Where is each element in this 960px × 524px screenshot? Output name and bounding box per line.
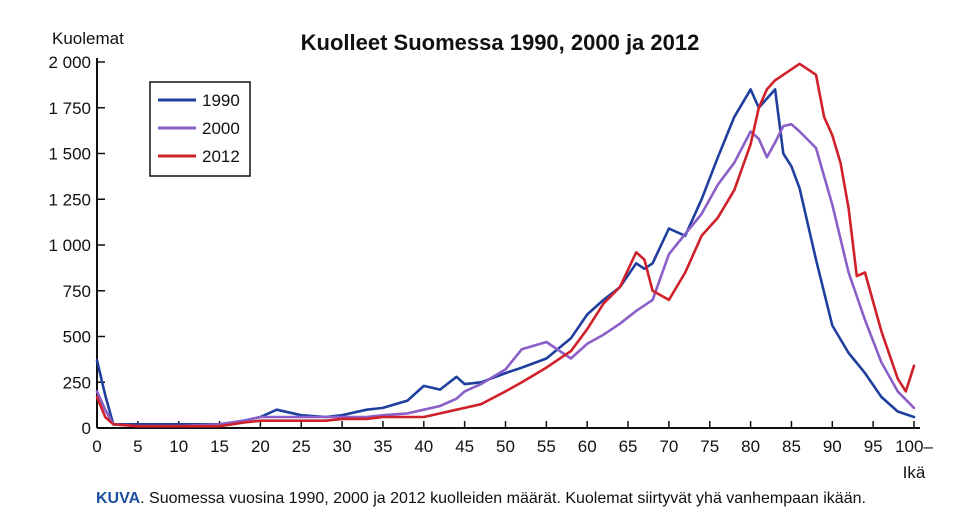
series-line-1990 — [95, 88, 916, 426]
x-tick-label: 85 — [782, 437, 801, 456]
x-tick-label: 55 — [537, 437, 556, 456]
legend-label-2000: 2000 — [202, 119, 240, 138]
y-tick-label: 1 250 — [48, 190, 91, 209]
y-tick-label: 1 500 — [48, 145, 91, 164]
x-tick-label: 30 — [333, 437, 352, 456]
caption-label: KUVA — [96, 490, 141, 507]
x-tick-label: 15 — [210, 437, 229, 456]
x-tick-label: 75 — [700, 437, 719, 456]
x-tick-label: 95 — [864, 437, 883, 456]
x-tick-label: 70 — [659, 437, 678, 456]
x-tick-label: 50 — [496, 437, 515, 456]
x-tick-label: 0 — [92, 437, 101, 456]
series-line-2000 — [95, 122, 916, 428]
legend-label-2012: 2012 — [202, 147, 240, 166]
x-tick-label: 5 — [133, 437, 142, 456]
x-tick-label: 45 — [455, 437, 474, 456]
legend-box — [149, 81, 251, 177]
x-tick-label: 65 — [619, 437, 638, 456]
y-ticks: 0 250 500 750 1 000 1 250 1 500 1 750 2 000 — [48, 53, 105, 438]
x-tick-label: 90 — [823, 437, 842, 456]
x-tick-label: 25 — [292, 437, 311, 456]
x-tick-label: 10 — [169, 437, 188, 456]
caption-text: . Suomessa vuosina 1990, 2000 ja 2012 ku… — [140, 490, 866, 507]
y-tick-label: 2 000 — [48, 53, 91, 72]
y-tick-label: 1 000 — [48, 236, 91, 255]
chart-title: Kuolleet Suomessa 1990, 2000 ja 2012 — [301, 30, 700, 55]
y-tick-label: 250 — [63, 373, 91, 392]
chart: Kuolleet Suomessa 1990, 2000 ja 2012 Kuo… — [48, 29, 933, 482]
y-tick-label: 0 — [82, 419, 91, 438]
legend: 1990 2000 2012 — [149, 81, 251, 177]
series-line-2012 — [95, 62, 916, 428]
x-tick-label: 100– — [895, 437, 933, 456]
x-axis-label: Ikä — [903, 463, 926, 482]
y-tick-label: 750 — [63, 282, 91, 301]
legend-label-1990: 1990 — [202, 91, 240, 110]
x-ticks: 0 5 10 15 20 25 30 35 40 45 50 55 60 65 70 75 80 85 90 95 10… — [92, 421, 933, 456]
x-tick-label: 35 — [373, 437, 392, 456]
x-tick-label: 40 — [414, 437, 433, 456]
y-axis-label: Kuolemat — [52, 29, 124, 48]
y-tick-label: 1 750 — [48, 99, 91, 118]
x-tick-label: 60 — [578, 437, 597, 456]
x-tick-label: 20 — [251, 437, 270, 456]
x-tick-label: 80 — [741, 437, 760, 456]
y-tick-label: 500 — [63, 328, 91, 347]
figure-caption: KUVA. Suomessa vuosina 1990, 2000 ja 201… — [96, 490, 956, 508]
series-lines — [95, 62, 916, 428]
